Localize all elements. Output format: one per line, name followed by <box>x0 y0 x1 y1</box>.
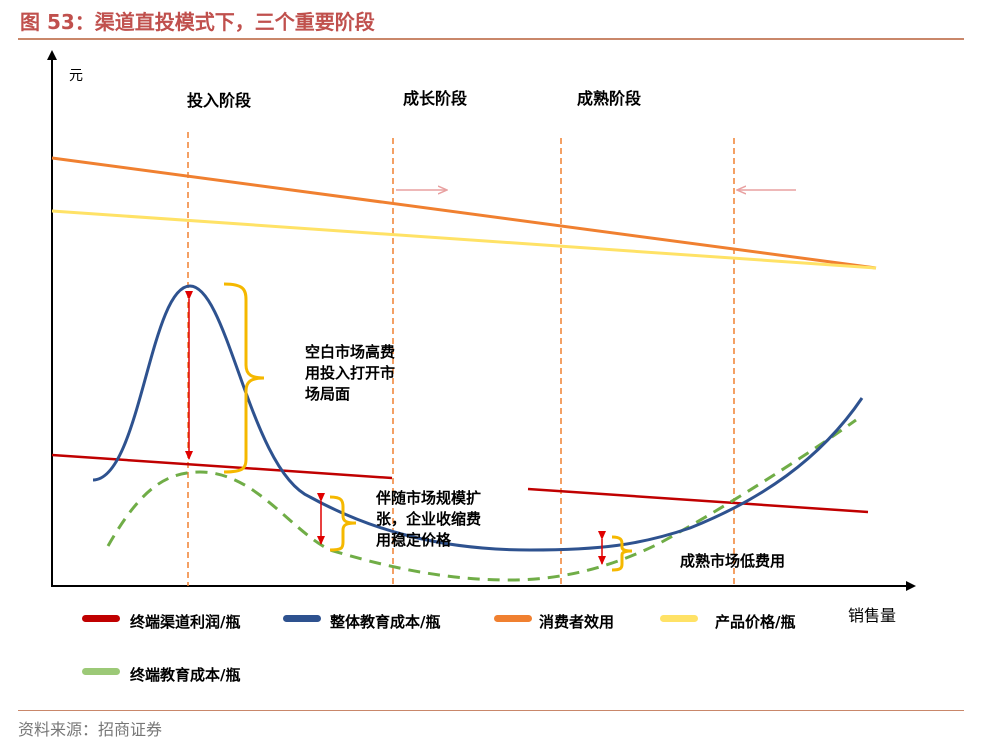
source-note: 资料来源：招商证券 <box>18 720 163 739</box>
annotation-growth-line-3: 用稳定价格 <box>376 531 452 549</box>
annotation-intro-line-1: 空白市场高费 <box>305 343 395 361</box>
annotation-growth: 伴随市场规模扩 张，企业收缩费 用稳定价格 <box>375 489 486 549</box>
brace-intro <box>223 282 265 474</box>
x-axis-label: 销售量 <box>848 606 896 625</box>
channel-profit-line-early <box>51 453 393 480</box>
annotation-intro: 空白市场高费 用投入打开市 场局面 <box>305 343 400 403</box>
annotation-growth-line-1: 伴随市场规模扩 <box>375 489 481 507</box>
terminal-education-cost-curve <box>106 418 857 582</box>
brace-growth <box>329 495 357 552</box>
legend-item-channel-profit: 终端渠道利润/瓶 <box>82 613 240 631</box>
y-axis-label: 元 <box>69 68 83 84</box>
legend-swatch-overall-cost <box>283 615 321 622</box>
legend-label-overall-cost: 整体教育成本/瓶 <box>330 613 440 631</box>
legend-swatch-consumer-utility <box>494 615 532 622</box>
legend-item-consumer-utility: 消费者效用 <box>494 613 614 631</box>
legend: 终端渠道利润/瓶 整体教育成本/瓶 消费者效用 产品价格/瓶 终端教育成本/瓶 <box>82 613 795 684</box>
consumer-utility-line <box>51 156 877 270</box>
annotation-intro-line-3: 场局面 <box>305 385 350 403</box>
legend-label-channel-profit: 终端渠道利润/瓶 <box>130 613 240 631</box>
annotation-mature: 成熟市场低费用 <box>680 552 785 570</box>
legend-item-overall-cost: 整体教育成本/瓶 <box>283 613 440 631</box>
stage-label-intro: 投入阶段 <box>187 91 252 110</box>
legend-label-product-price: 产品价格/瓶 <box>715 613 795 631</box>
overall-education-cost-curve <box>92 284 864 552</box>
legend-item-terminal-cost: 终端教育成本/瓶 <box>82 666 240 684</box>
stage-label-mature: 成熟阶段 <box>577 89 642 108</box>
legend-swatch-channel-profit <box>82 615 120 622</box>
legend-swatch-terminal-cost <box>82 668 120 675</box>
legend-item-product-price: 产品价格/瓶 <box>660 613 795 631</box>
annotation-intro-line-2: 用投入打开市 <box>305 364 395 382</box>
annotation-growth-line-2: 张，企业收缩费 <box>376 510 481 528</box>
source-rule <box>18 710 964 711</box>
product-price-line <box>51 209 877 270</box>
figure-title: 图 53：渠道直投模式下，三个重要阶段 <box>20 10 375 34</box>
channel-profit-line-late <box>527 487 869 514</box>
brace-mature <box>611 535 633 572</box>
title-rule <box>18 38 964 40</box>
legend-label-terminal-cost: 终端教育成本/瓶 <box>130 666 240 684</box>
stage-label-growth: 成长阶段 <box>403 89 468 108</box>
legend-label-consumer-utility: 消费者效用 <box>539 613 614 631</box>
legend-swatch-product-price <box>660 615 698 622</box>
